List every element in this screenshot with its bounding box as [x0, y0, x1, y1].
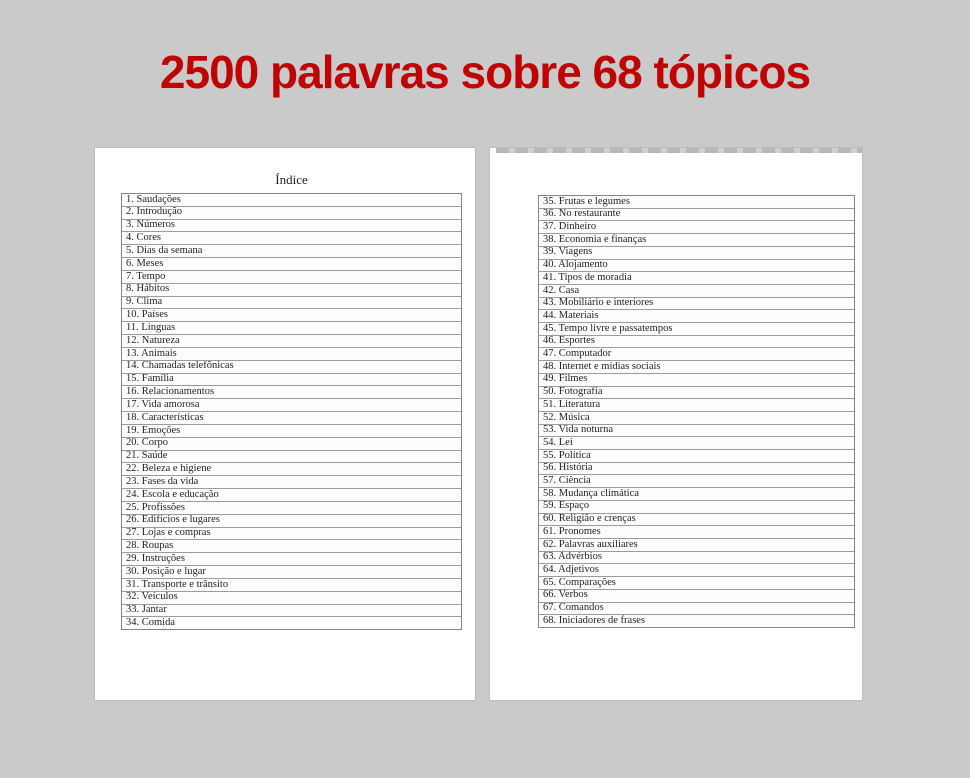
- toc-row: 1. Saudações: [122, 194, 461, 207]
- toc-row: 8. Hábitos: [122, 284, 461, 297]
- toc-row: 26. Edifícios e lugares: [122, 515, 461, 528]
- toc-row: 32. Veículos: [122, 592, 461, 605]
- toc-row: 30. Posição e lugar: [122, 566, 461, 579]
- toc-row: 51. Literatura: [539, 399, 854, 412]
- toc-row: 52. Música: [539, 412, 854, 425]
- toc-row: 28. Roupas: [122, 540, 461, 554]
- index-heading: Índice: [275, 172, 308, 187]
- toc-row: 33. Jantar: [122, 605, 461, 618]
- toc-row: 41. Tipos de moradia: [539, 272, 854, 285]
- toc-row: 65. Comparações: [539, 577, 854, 590]
- toc-row: 10. Países: [122, 309, 461, 323]
- toc-row: 24. Escola e educação: [122, 489, 461, 502]
- toc-row: 37. Dinheiro: [539, 221, 854, 235]
- toc-row: 18. Características: [122, 412, 461, 425]
- toc-row: 9. Clima: [122, 297, 461, 310]
- toc-row: 35. Frutas e legumes: [539, 196, 854, 209]
- index-page-left: Índice 1. Saudações 2. Introdução 3. Númer…: [95, 148, 475, 700]
- toc-row: 36. No restaurante: [539, 209, 854, 222]
- toc-row: 57. Ciência: [539, 475, 854, 489]
- toc-row: 55. Política: [539, 450, 854, 463]
- toc-row: 44. Materiais: [539, 310, 854, 324]
- toc-row: 63. Advérbios: [539, 552, 854, 565]
- toc-row: 42. Casa: [539, 285, 854, 298]
- toc-row: 11. Línguas: [122, 322, 461, 336]
- toc-row: 7. Tempo: [122, 271, 461, 284]
- toc-row: 21. Saúde: [122, 451, 461, 464]
- toc-row: 12. Natureza: [122, 335, 461, 348]
- toc-row: 43. Mobiliário e interiores: [539, 298, 854, 311]
- toc-row: 60. Religião e crenças: [539, 514, 854, 527]
- toc-row: 3. Números: [122, 220, 461, 233]
- toc-row: 17. Vida amorosa: [122, 399, 461, 413]
- toc-row: 64. Adjetivos: [539, 564, 854, 578]
- toc-row: 15. Família: [122, 374, 461, 387]
- toc-row: 49. Filmes: [539, 374, 854, 387]
- toc-row: 31. Transporte e trânsito: [122, 579, 461, 592]
- toc-row: 61. Pronomes: [539, 526, 854, 539]
- page-title: 2500 palavras sobre 68 tópicos: [159, 46, 811, 98]
- toc-row: 23. Fases da vida: [122, 476, 461, 490]
- toc-row: 20. Corpo: [122, 438, 461, 451]
- toc-row: 6. Meses: [122, 258, 461, 271]
- toc-row: 45. Tempo livre e passatempos: [539, 323, 854, 336]
- toc-row: 25. Profissões: [122, 502, 461, 515]
- scan-edge-artifact: [496, 148, 862, 153]
- toc-row: 39. Viagens: [539, 247, 854, 260]
- toc-row: 48. Internet e mídias sociais: [539, 361, 854, 374]
- toc-row: 47. Computador: [539, 348, 854, 362]
- toc-row: 22. Beleza e higiene: [122, 463, 461, 477]
- toc-row: 46. Esportes: [539, 336, 854, 349]
- toc-row: 59. Espaço: [539, 501, 854, 514]
- toc-row: 66. Verbos: [539, 590, 854, 603]
- index-page-right: 35. Frutas e legumes 36. No restaurante 37…: [490, 148, 862, 700]
- toc-row: 29. Instruções: [122, 553, 461, 567]
- toc-row: 58. Mudança climática: [539, 488, 854, 501]
- toc-row: 62. Palavras auxiliares: [539, 539, 854, 552]
- toc-row: 38. Economia e finanças: [539, 234, 854, 247]
- toc-row: 50. Fotografia: [539, 387, 854, 400]
- toc-row: 2. Introdução: [122, 207, 461, 220]
- toc-row: 4. Cores: [122, 232, 461, 246]
- toc-row: 27. Lojas e compras: [122, 528, 461, 541]
- toc-table-left: 1. Saudações 2. Introdução 3. Números 4. Co…: [121, 193, 462, 630]
- toc-table-right: 35. Frutas e legumes 36. No restaurante 37…: [538, 195, 855, 628]
- toc-row: 5. Dias da semana: [122, 245, 461, 259]
- toc-row: 67. Comandos: [539, 603, 854, 616]
- toc-row: 13. Animais: [122, 348, 461, 361]
- toc-row: 19. Emoções: [122, 425, 461, 438]
- toc-row: 40. Alojamento: [539, 260, 854, 273]
- toc-row: 56. História: [539, 463, 854, 476]
- toc-row: 53. Vida noturna: [539, 425, 854, 438]
- toc-row: 68. Iniciadores de frases: [543, 615, 646, 626]
- toc-row: 34. Comida: [126, 617, 175, 628]
- toc-row: 16. Relacionamentos: [122, 386, 461, 400]
- toc-row: 14. Chamadas telefônicas: [122, 361, 461, 374]
- toc-row: 54. Lei: [539, 437, 854, 451]
